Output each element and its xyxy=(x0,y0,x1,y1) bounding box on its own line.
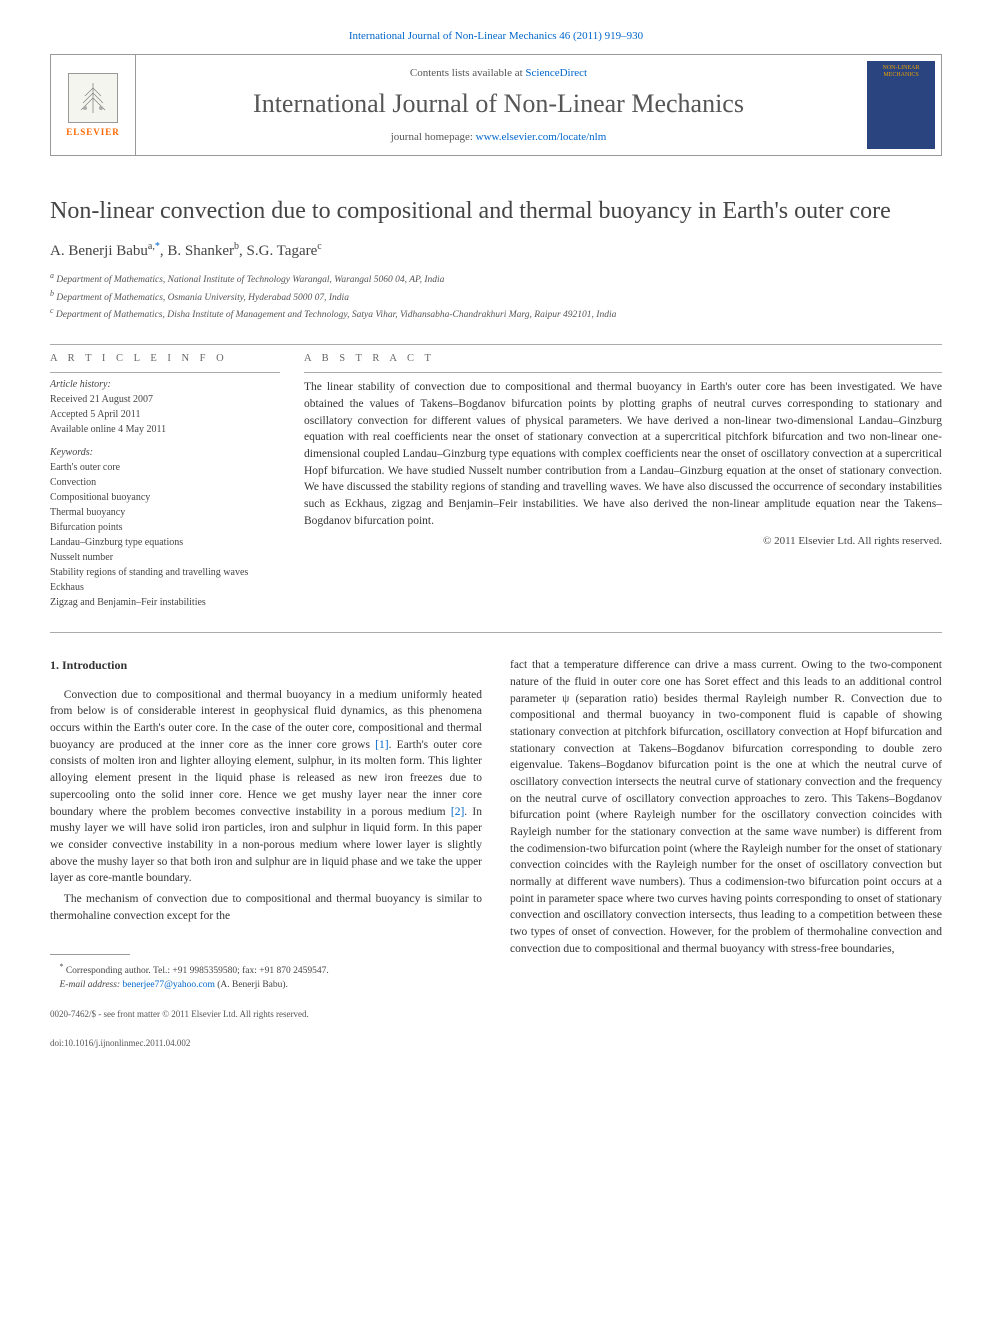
author-2: , B. Shanker xyxy=(160,243,234,259)
abstract-section: A B S T R A C T The linear stability of … xyxy=(304,353,942,610)
sciencedirect-link[interactable]: ScienceDirect xyxy=(525,67,587,79)
column-left: 1. Introduction Convection due to compos… xyxy=(50,657,482,1049)
author-1: A. Benerji Babu xyxy=(50,243,148,259)
contents-lists-text: Contents lists available at xyxy=(410,67,525,79)
divider xyxy=(50,344,942,345)
ref-2-link[interactable]: [2] xyxy=(451,806,464,818)
journal-cover: NON-LINEAR MECHANICS xyxy=(861,55,941,155)
para-2: The mechanism of convection due to compo… xyxy=(50,891,482,924)
elsevier-name: ELSEVIER xyxy=(66,127,120,137)
journal-name: International Journal of Non-Linear Mech… xyxy=(156,89,841,119)
keyword: Thermal buoyancy xyxy=(50,505,280,520)
keyword: Stability regions of standing and travel… xyxy=(50,565,280,580)
footer-issn: 0020-7462/$ - see front matter © 2011 El… xyxy=(50,1008,482,1021)
keyword: Zigzag and Benjamin–Feir instabilities xyxy=(50,595,280,610)
author-3-sup: c xyxy=(317,241,321,252)
affiliation-c: c Department of Mathematics, Disha Insti… xyxy=(50,305,942,322)
footnote-corresponding: * Corresponding author. Tel.: +91 998535… xyxy=(50,961,482,978)
received-line: Received 21 August 2007 xyxy=(50,392,280,407)
footnote-email: E-mail address: benerjee77@yahoo.com (A.… xyxy=(50,979,482,992)
abstract-heading: A B S T R A C T xyxy=(304,353,942,364)
email-link[interactable]: benerjee77@yahoo.com xyxy=(122,980,214,990)
footnote-star: * xyxy=(60,962,64,971)
journal-header-box: ELSEVIER Contents lists available at Sci… xyxy=(50,54,942,156)
divider-full xyxy=(50,632,942,633)
article-info-heading: A R T I C L E I N F O xyxy=(50,353,280,364)
abstract-copyright: © 2011 Elsevier Ltd. All rights reserved… xyxy=(304,535,942,547)
journal-homepage-line: journal homepage: www.elsevier.com/locat… xyxy=(156,131,841,143)
keywords-label: Keywords: xyxy=(50,447,280,458)
keyword: Landau–Ginzburg type equations xyxy=(50,535,280,550)
homepage-text: journal homepage: xyxy=(391,131,476,143)
author-1-sup: a,* xyxy=(148,241,160,252)
para-3: fact that a temperature difference can d… xyxy=(510,657,942,957)
footer-doi: doi:10.1016/j.ijnonlinmec.2011.04.002 xyxy=(50,1037,482,1050)
affiliation-a: a Department of Mathematics, National In… xyxy=(50,270,942,287)
keyword: Nusselt number xyxy=(50,550,280,565)
footnote-separator xyxy=(50,954,130,955)
section-1-heading: 1. Introduction xyxy=(50,657,482,674)
article-history: Article history: Received 21 August 2007… xyxy=(50,372,280,437)
article-title: Non-linear convection due to composition… xyxy=(50,196,942,227)
elsevier-tree-icon xyxy=(68,73,118,123)
citation-link[interactable]: International Journal of Non-Linear Mech… xyxy=(349,30,643,42)
article-info: A R T I C L E I N F O Article history: R… xyxy=(50,353,280,610)
authors-line: A. Benerji Babua,*, B. Shankerb, S.G. Ta… xyxy=(50,241,942,260)
ref-1-link[interactable]: [1] xyxy=(375,739,388,751)
keyword: Compositional buoyancy xyxy=(50,490,280,505)
author-3: , S.G. Tagare xyxy=(239,243,317,259)
elsevier-logo-block: ELSEVIER xyxy=(51,55,136,155)
para-1: Convection due to compositional and ther… xyxy=(50,687,482,887)
history-label: Article history: xyxy=(50,379,280,390)
top-citation-link: International Journal of Non-Linear Mech… xyxy=(50,30,942,42)
online-line: Available online 4 May 2011 xyxy=(50,422,280,437)
cover-image: NON-LINEAR MECHANICS xyxy=(867,61,935,149)
body-columns: 1. Introduction Convection due to compos… xyxy=(50,657,942,1049)
journal-header-center: Contents lists available at ScienceDirec… xyxy=(136,55,861,155)
keyword: Convection xyxy=(50,475,280,490)
keyword: Eckhaus xyxy=(50,580,280,595)
accepted-line: Accepted 5 April 2011 xyxy=(50,407,280,422)
keyword: Bifurcation points xyxy=(50,520,280,535)
homepage-link[interactable]: www.elsevier.com/locate/nlm xyxy=(476,131,607,143)
abstract-body: The linear stability of convection due t… xyxy=(304,372,942,529)
cover-text: NON-LINEAR MECHANICS xyxy=(867,65,935,79)
contents-lists-line: Contents lists available at ScienceDirec… xyxy=(156,67,841,79)
affiliation-b: b Department of Mathematics, Osmania Uni… xyxy=(50,288,942,305)
column-right: fact that a temperature difference can d… xyxy=(510,657,942,1049)
affiliations: a Department of Mathematics, National In… xyxy=(50,270,942,322)
info-abstract-row: A R T I C L E I N F O Article history: R… xyxy=(50,353,942,610)
keyword: Earth's outer core xyxy=(50,460,280,475)
